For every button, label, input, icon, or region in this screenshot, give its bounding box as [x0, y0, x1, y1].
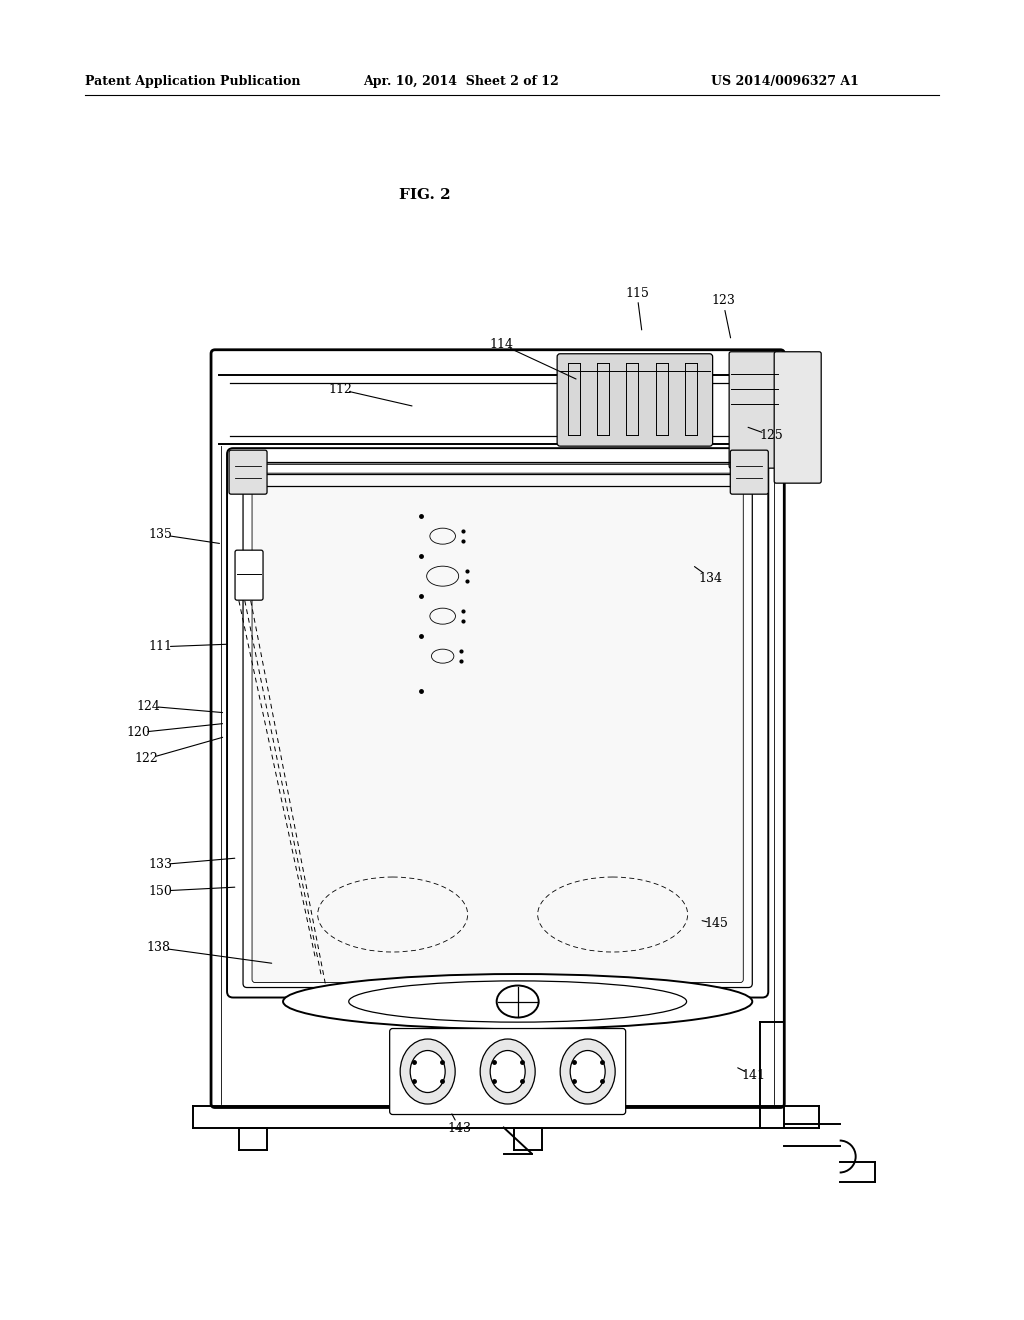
Text: 112: 112 — [328, 383, 352, 396]
Text: 120: 120 — [126, 726, 151, 739]
Text: 123: 123 — [711, 294, 735, 308]
Text: 122: 122 — [134, 752, 159, 766]
Text: 111: 111 — [148, 640, 173, 653]
Text: 114: 114 — [489, 338, 514, 351]
Text: Apr. 10, 2014  Sheet 2 of 12: Apr. 10, 2014 Sheet 2 of 12 — [364, 75, 559, 88]
Ellipse shape — [349, 981, 687, 1022]
Text: 135: 135 — [148, 528, 173, 541]
FancyBboxPatch shape — [227, 449, 768, 998]
Ellipse shape — [480, 1039, 536, 1104]
Ellipse shape — [570, 1051, 605, 1093]
Text: Patent Application Publication: Patent Application Publication — [85, 75, 300, 88]
FancyBboxPatch shape — [557, 354, 713, 446]
Ellipse shape — [490, 1051, 525, 1093]
FancyBboxPatch shape — [252, 473, 743, 982]
Text: 143: 143 — [447, 1122, 472, 1135]
Text: 145: 145 — [705, 917, 729, 931]
FancyBboxPatch shape — [774, 351, 821, 483]
FancyBboxPatch shape — [390, 1028, 626, 1114]
FancyBboxPatch shape — [236, 550, 263, 601]
Ellipse shape — [560, 1039, 615, 1104]
Ellipse shape — [497, 986, 539, 1018]
Text: 134: 134 — [698, 572, 723, 585]
Text: 141: 141 — [741, 1069, 766, 1082]
Ellipse shape — [283, 974, 753, 1030]
Text: 150: 150 — [148, 884, 173, 898]
Text: FIG. 2: FIG. 2 — [399, 189, 451, 202]
Ellipse shape — [400, 1039, 455, 1104]
Text: 115: 115 — [625, 286, 649, 300]
FancyBboxPatch shape — [729, 351, 780, 469]
Text: 138: 138 — [146, 941, 171, 954]
Text: US 2014/0096327 A1: US 2014/0096327 A1 — [711, 75, 858, 88]
FancyBboxPatch shape — [730, 450, 768, 494]
FancyBboxPatch shape — [211, 350, 784, 1107]
Ellipse shape — [411, 1051, 445, 1093]
Text: 125: 125 — [759, 429, 783, 442]
Text: 133: 133 — [148, 858, 173, 871]
FancyBboxPatch shape — [229, 450, 267, 494]
Text: 124: 124 — [136, 700, 161, 713]
